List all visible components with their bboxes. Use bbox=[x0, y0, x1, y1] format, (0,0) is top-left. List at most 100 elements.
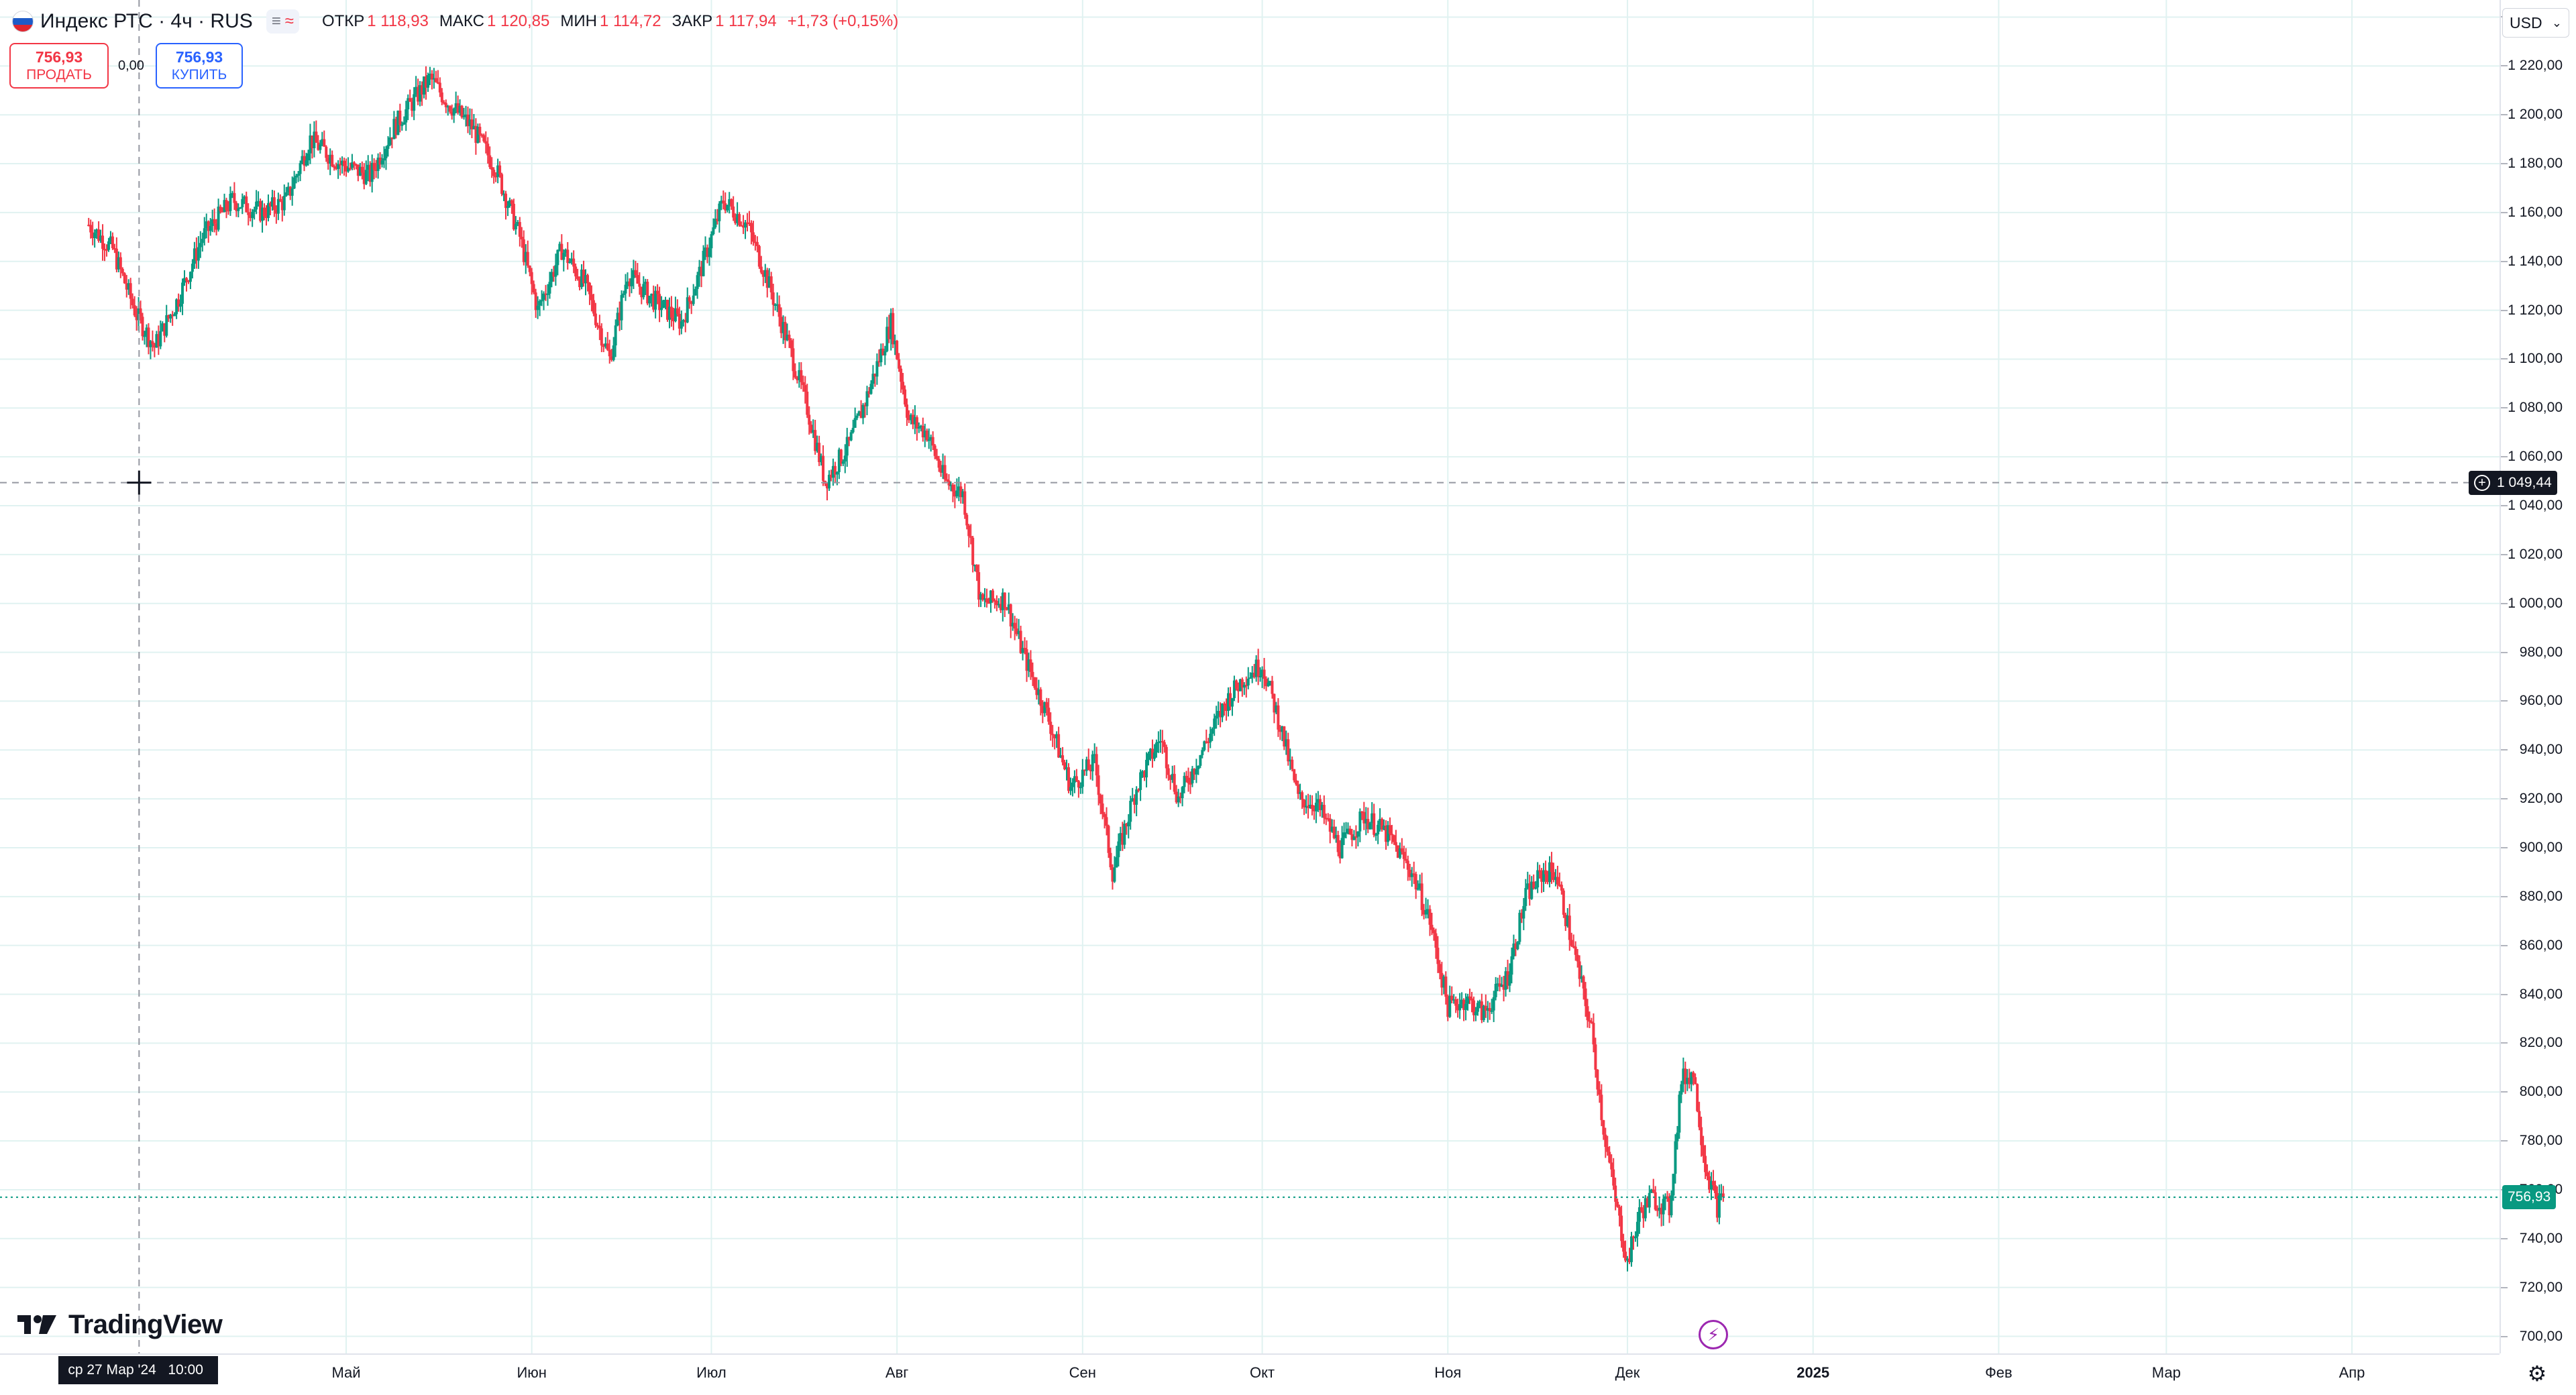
candle-body bbox=[1416, 888, 1419, 890]
price-tick-label: 960,00 bbox=[2519, 693, 2563, 709]
candle-body bbox=[814, 430, 817, 451]
candle-body bbox=[554, 265, 557, 277]
candle-body bbox=[1498, 983, 1501, 987]
candle-body bbox=[1566, 915, 1569, 926]
candle-body bbox=[898, 359, 901, 369]
candle-body bbox=[632, 270, 635, 278]
price-axis[interactable]: 700,00720,00740,00760,00780,00800,00820,… bbox=[2500, 0, 2576, 1353]
legend-toggle-pill[interactable]: ≡ ≈ bbox=[266, 9, 299, 34]
candle-body bbox=[297, 174, 300, 176]
candle-body bbox=[738, 214, 741, 225]
candle-body bbox=[1596, 1069, 1599, 1090]
price-tick-label: 720,00 bbox=[2519, 1279, 2563, 1295]
candle-body bbox=[1510, 956, 1513, 975]
candle-body bbox=[229, 193, 232, 211]
sell-button[interactable]: 756,93 ПРОДАТЬ bbox=[9, 43, 109, 89]
candle-body bbox=[806, 391, 809, 415]
candle-body bbox=[1574, 946, 1577, 955]
candle-body bbox=[1542, 870, 1546, 882]
candle-body bbox=[1217, 711, 1220, 716]
candle-body bbox=[209, 225, 212, 231]
candle-body bbox=[1592, 1023, 1595, 1045]
candle-body bbox=[1133, 798, 1136, 805]
candle-body bbox=[1275, 705, 1278, 713]
candle-body bbox=[1303, 799, 1306, 807]
candle-body bbox=[339, 164, 342, 166]
candle-body bbox=[963, 491, 967, 515]
candle-body bbox=[1109, 852, 1112, 868]
candle-body bbox=[241, 199, 244, 208]
candle-body bbox=[186, 280, 190, 282]
candle-body bbox=[742, 225, 745, 228]
candle-body bbox=[753, 241, 757, 243]
candle-body bbox=[546, 293, 549, 295]
candle-body bbox=[1690, 1072, 1693, 1084]
candle-body bbox=[925, 430, 928, 441]
candle-body bbox=[350, 162, 354, 168]
candle-body bbox=[1163, 742, 1166, 747]
candle-body bbox=[93, 233, 97, 239]
candle-body bbox=[650, 293, 653, 296]
candle-body bbox=[1039, 689, 1042, 706]
tradingview-logo[interactable]: TradingView bbox=[16, 1308, 223, 1341]
candle-body bbox=[790, 340, 793, 349]
candle-body bbox=[826, 484, 829, 489]
gear-icon[interactable]: ⚙ bbox=[2527, 1361, 2547, 1386]
candle-body bbox=[1273, 693, 1276, 713]
candle-body bbox=[276, 199, 280, 214]
add-alert-icon[interactable]: + bbox=[2474, 474, 2490, 491]
candle-body bbox=[1035, 687, 1038, 695]
candle-body bbox=[490, 167, 494, 170]
candle-body bbox=[867, 391, 871, 394]
candle-body bbox=[1161, 741, 1164, 743]
candle-body bbox=[1167, 768, 1170, 775]
candle-body bbox=[1305, 805, 1308, 807]
lightning-icon[interactable]: ⚡ bbox=[1699, 1320, 1728, 1349]
candle-body bbox=[1478, 1001, 1481, 1003]
candle-body bbox=[1147, 753, 1150, 760]
candle-body bbox=[1484, 1005, 1487, 1011]
russia-flag-icon bbox=[12, 11, 34, 32]
candle-body bbox=[518, 222, 521, 237]
candle-body bbox=[380, 160, 384, 165]
price-tick-mark bbox=[2501, 505, 2508, 507]
candle-body bbox=[1394, 842, 1397, 846]
candle-body bbox=[423, 76, 426, 95]
candle-body bbox=[419, 85, 422, 102]
candle-body bbox=[1053, 735, 1057, 738]
price-tick-label: 940,00 bbox=[2519, 742, 2563, 758]
candle-body bbox=[1265, 679, 1268, 687]
candle-body bbox=[1281, 726, 1284, 732]
candle-body bbox=[1252, 673, 1256, 677]
candle-body bbox=[1157, 742, 1160, 744]
last-price-badge: 756,93 bbox=[2502, 1185, 2557, 1210]
candle-body bbox=[1438, 964, 1442, 973]
candle-body bbox=[642, 284, 645, 298]
candle-body bbox=[105, 249, 108, 251]
crosshair-price-badge[interactable]: + 1 049,44 bbox=[2469, 470, 2557, 495]
candle-body bbox=[1119, 833, 1122, 842]
candle-body bbox=[1375, 834, 1378, 836]
candle-body bbox=[1061, 755, 1065, 763]
candle-body bbox=[818, 443, 821, 463]
candle-body bbox=[1103, 814, 1106, 818]
candle-body bbox=[1137, 789, 1140, 791]
candle-body bbox=[1708, 1176, 1711, 1190]
time-axis[interactable]: Май Июн Июл Авг Сен Окт Ноя Дек 2025 Фев Мар Апр bbox=[0, 1353, 2500, 1395]
candle-body bbox=[1676, 1132, 1679, 1141]
candle-body bbox=[1169, 775, 1172, 780]
candle-body bbox=[1141, 771, 1144, 773]
price-tick-label: 1 180,00 bbox=[2508, 156, 2563, 172]
candle-body bbox=[1219, 711, 1222, 718]
candle-body bbox=[734, 217, 737, 223]
currency-select[interactable]: USD ⌄ bbox=[2502, 8, 2569, 38]
candle-body bbox=[580, 269, 584, 288]
candle-body bbox=[1432, 930, 1436, 934]
buy-button[interactable]: 756,93 КУПИТЬ bbox=[156, 43, 243, 89]
candle-body bbox=[259, 201, 262, 221]
symbol-title[interactable]: Индекс РТС · 4ч · RUS bbox=[40, 10, 253, 32]
candle-body bbox=[712, 227, 715, 235]
candle-body bbox=[288, 186, 292, 196]
candle-body bbox=[1187, 777, 1190, 783]
